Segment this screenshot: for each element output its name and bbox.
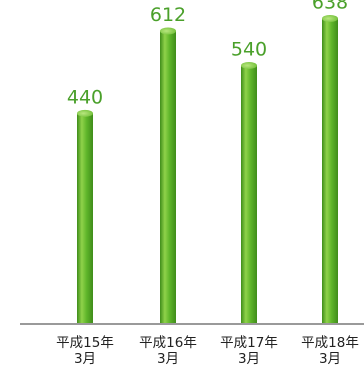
bars-group [77, 15, 338, 325]
value-label-2: 612 [150, 4, 186, 26]
bar-cap-4 [322, 15, 338, 23]
category-label-3-line-1: 平成17年 [220, 335, 278, 351]
category-label-4-line-1: 平成18年 [301, 335, 359, 351]
category-label-4-line-2: 3月 [319, 351, 341, 367]
bar-3 [241, 65, 257, 325]
bar-cap-1 [77, 109, 93, 117]
value-labels-group: 440 612 540 638 [67, 0, 348, 108]
category-label-2-line-2: 3月 [157, 351, 179, 367]
bar-2 [160, 30, 176, 325]
bar-cap-2 [160, 27, 176, 35]
category-label-2-line-1: 平成16年 [139, 335, 197, 351]
value-label-1: 440 [67, 86, 103, 108]
value-label-3: 540 [231, 38, 267, 60]
category-label-3-line-2: 3月 [238, 351, 260, 367]
value-label-4: 638 [312, 0, 348, 14]
bar-4 [322, 18, 338, 325]
category-label-1-line-1: 平成15年 [56, 335, 114, 351]
bar-1 [77, 113, 93, 324]
category-label-1-line-2: 3月 [74, 351, 96, 367]
bar-cap-3 [241, 61, 257, 69]
